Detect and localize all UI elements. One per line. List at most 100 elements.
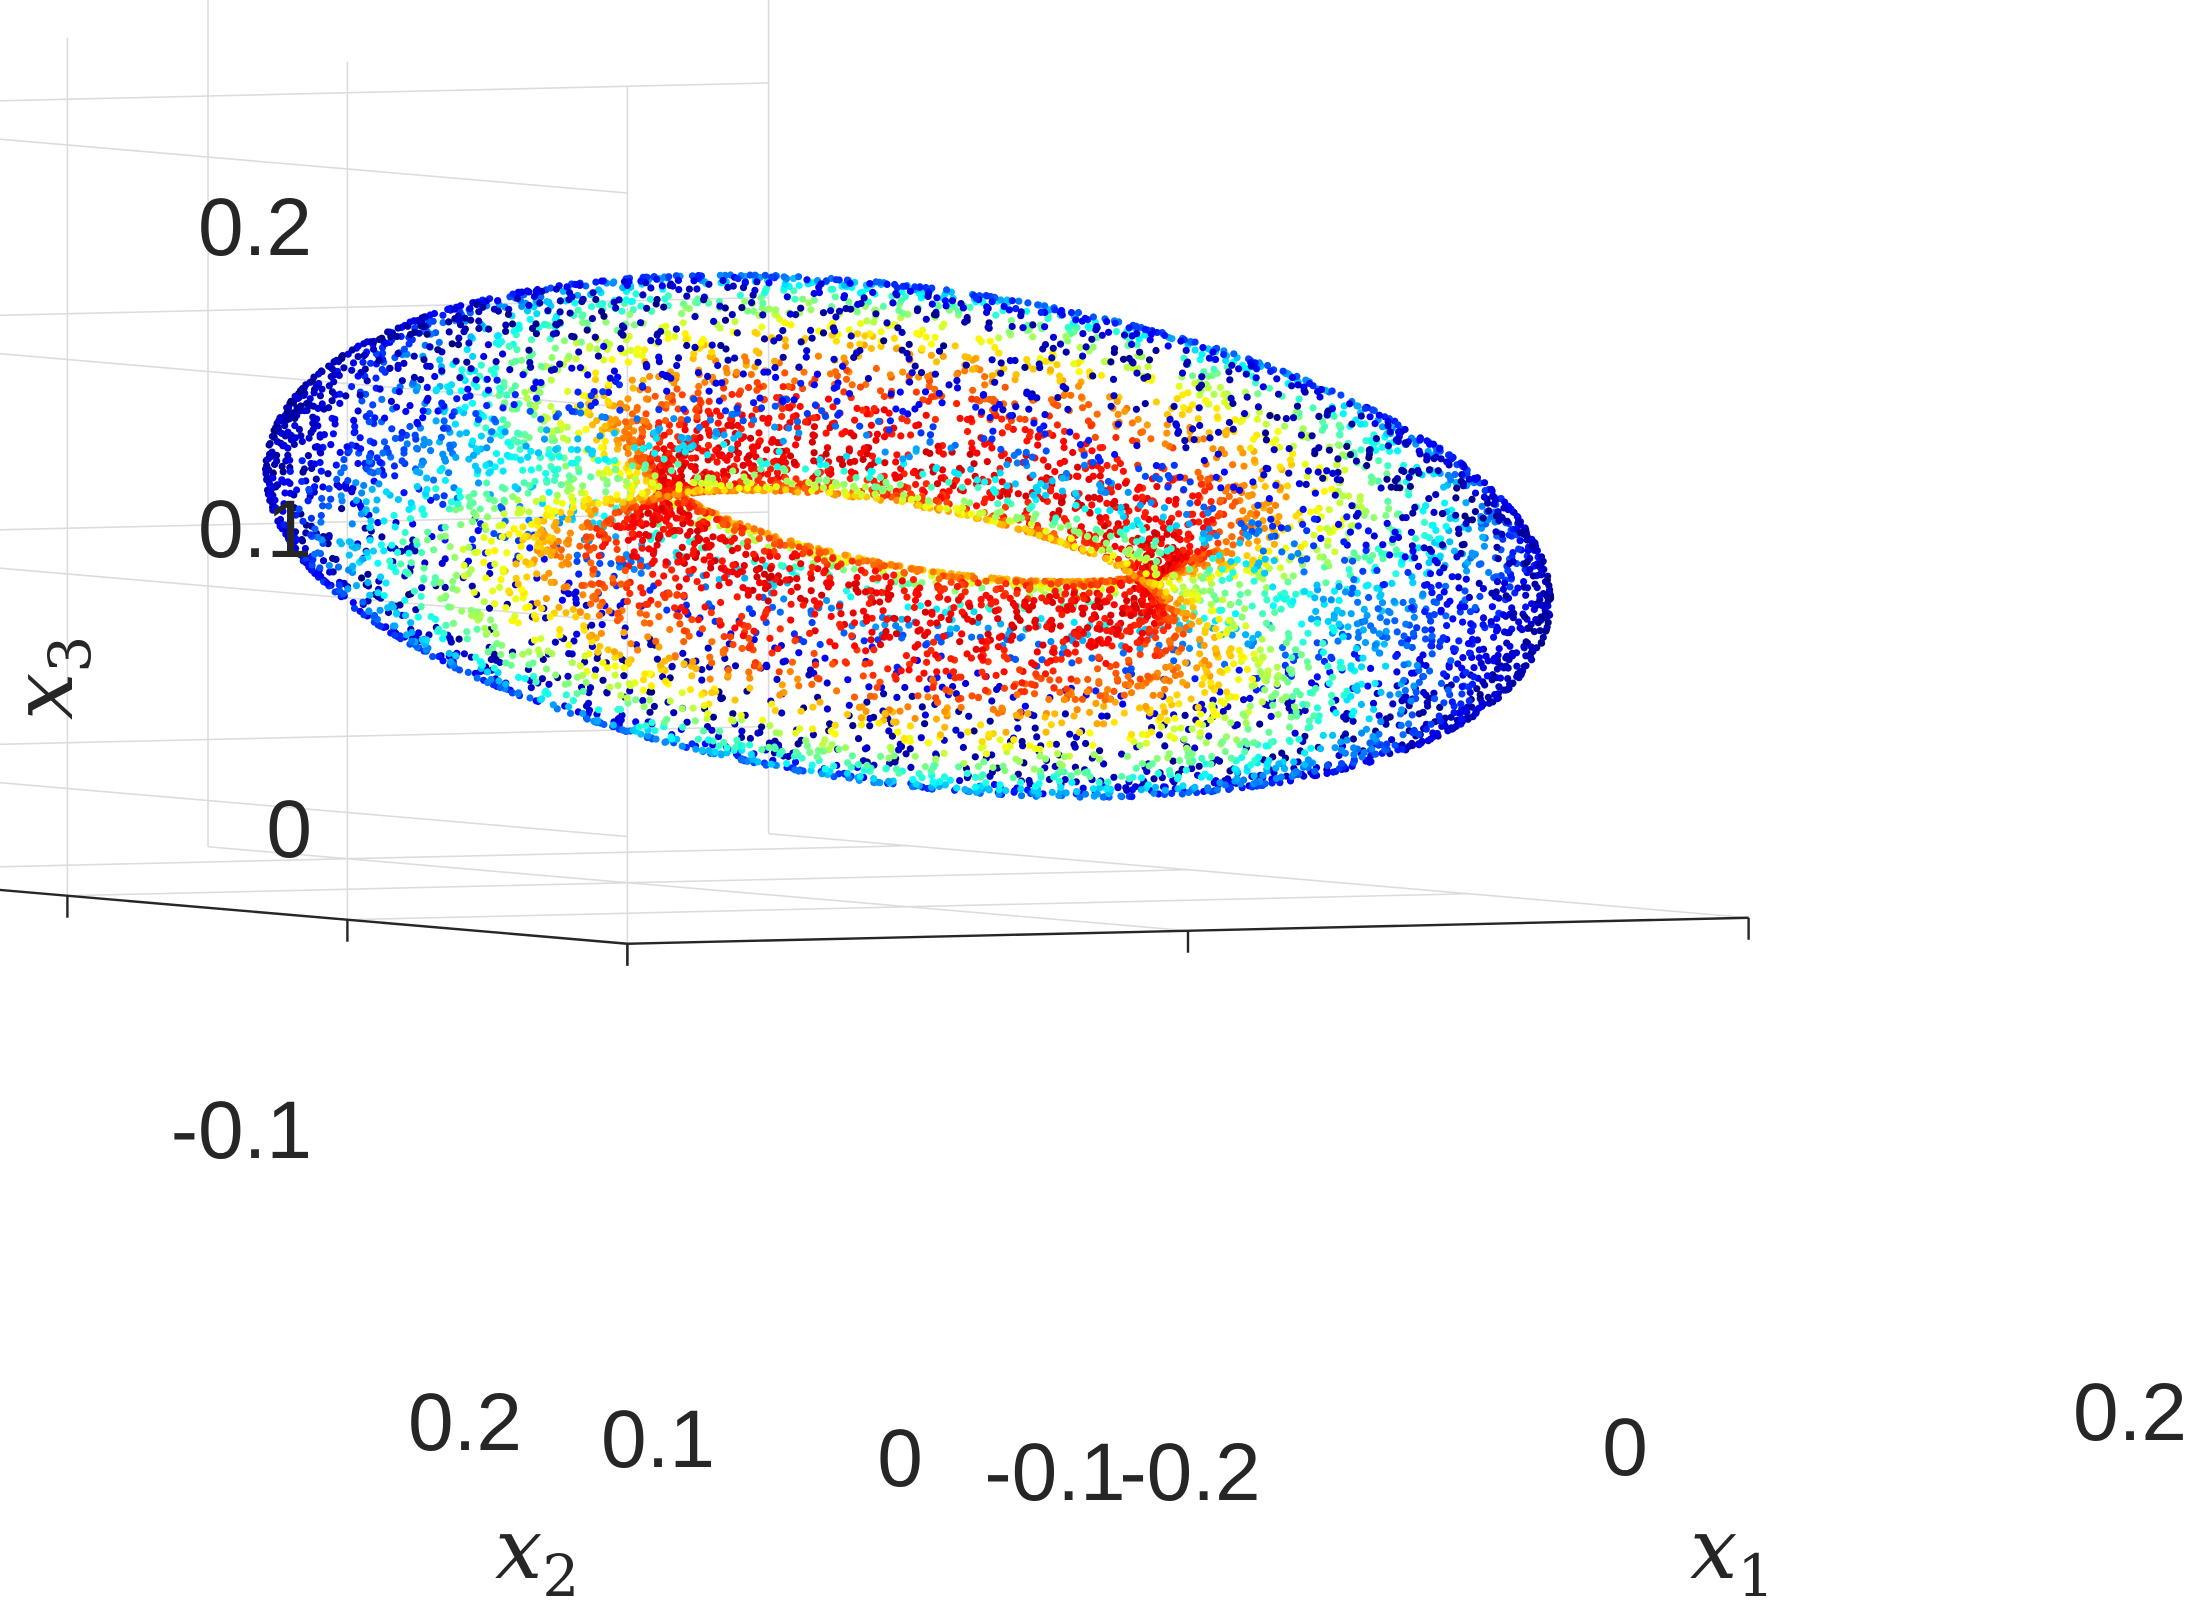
- data-point: [1220, 468, 1228, 476]
- data-point: [1273, 663, 1281, 671]
- data-point: [1252, 374, 1260, 382]
- data-point: [1153, 646, 1161, 654]
- data-point: [908, 565, 916, 573]
- data-point: [1075, 382, 1083, 390]
- data-point: [1178, 790, 1186, 798]
- data-point: [909, 576, 918, 584]
- data-point: [1227, 719, 1235, 727]
- data-point: [1238, 613, 1246, 621]
- data-point: [1382, 715, 1390, 723]
- data-point: [1223, 688, 1231, 696]
- data-point: [1289, 597, 1297, 605]
- data-point: [1259, 610, 1267, 618]
- data-point: [952, 726, 960, 734]
- data-point: [1177, 724, 1185, 732]
- data-point: [1438, 541, 1446, 549]
- data-point: [1216, 632, 1224, 640]
- data-point: [833, 687, 841, 695]
- data-point: [1240, 462, 1248, 470]
- data-point: [1365, 758, 1374, 766]
- data-point: [1313, 581, 1321, 589]
- data-point: [922, 333, 930, 341]
- data-point: [854, 735, 863, 743]
- data-point: [911, 714, 919, 723]
- data-point: [1196, 421, 1204, 430]
- data-point: [1288, 382, 1296, 390]
- data-point: [1341, 588, 1350, 596]
- data-point: [1235, 365, 1243, 373]
- data-point: [1267, 515, 1275, 523]
- data-point: [1225, 616, 1233, 625]
- data-point: [1174, 773, 1182, 781]
- data-point: [1152, 462, 1160, 470]
- data-point: [1348, 420, 1356, 428]
- data-point: [1545, 581, 1553, 590]
- data-point: [930, 638, 938, 646]
- data-point: [868, 628, 876, 636]
- data-point: [1134, 485, 1142, 494]
- data-point: [1458, 706, 1466, 714]
- data-point: [1188, 372, 1197, 380]
- data-point: [1403, 642, 1411, 650]
- data-point: [1073, 788, 1081, 796]
- data-point: [1096, 692, 1104, 700]
- data-point: [1357, 700, 1365, 709]
- data-point: [1267, 533, 1275, 541]
- data-point: [1163, 716, 1171, 725]
- data-point: [937, 613, 945, 622]
- data-point: [1339, 492, 1347, 500]
- data-point: [1152, 557, 1161, 566]
- data-point: [806, 748, 814, 757]
- data-point: [935, 575, 943, 583]
- data-point: [1285, 666, 1293, 674]
- data-point: [911, 596, 920, 604]
- data-point: [935, 593, 943, 601]
- data-point: [1093, 720, 1101, 728]
- data-point: [808, 619, 816, 627]
- data-point: [808, 725, 817, 733]
- data-point: [1423, 456, 1431, 464]
- data-point: [1233, 556, 1241, 564]
- data-point: [1191, 675, 1199, 683]
- data-point: [1155, 731, 1163, 739]
- data-point: [851, 619, 859, 627]
- data-point: [1196, 650, 1204, 658]
- data-point: [1386, 447, 1394, 455]
- data-point: [1119, 649, 1127, 657]
- data-point: [1049, 667, 1057, 675]
- data-point: [1153, 754, 1161, 763]
- data-point: [1143, 739, 1151, 747]
- data-point: [924, 693, 932, 701]
- data-point: [1144, 781, 1152, 789]
- data-point: [1123, 752, 1132, 760]
- data-point: [1266, 645, 1275, 653]
- data-point: [848, 557, 856, 565]
- data-point: [1233, 775, 1241, 783]
- data-point: [982, 516, 991, 524]
- grid-line: [0, 352, 628, 409]
- data-point: [1010, 788, 1018, 796]
- data-point: [1462, 520, 1470, 528]
- data-point: [1274, 672, 1283, 680]
- data-point: [1258, 635, 1266, 643]
- data-point: [1331, 548, 1339, 556]
- data-point: [1308, 679, 1316, 687]
- data-point: [986, 717, 994, 725]
- data-point: [905, 666, 913, 674]
- data-point: [1111, 319, 1119, 327]
- data-point: [1362, 725, 1371, 733]
- data-point: [1421, 635, 1430, 643]
- data-point: [1268, 624, 1276, 632]
- data-point: [915, 675, 923, 683]
- data-point: [1338, 760, 1346, 768]
- data-point: [1404, 568, 1412, 577]
- data-point: [1194, 548, 1202, 556]
- data-point: [931, 333, 939, 341]
- data-point: [1361, 617, 1369, 625]
- data-point: [1114, 784, 1122, 792]
- data-point: [1461, 587, 1469, 595]
- data-point: [1545, 587, 1554, 595]
- data-point: [1213, 404, 1221, 412]
- data-point: [1080, 595, 1088, 603]
- data-point: [1271, 501, 1280, 510]
